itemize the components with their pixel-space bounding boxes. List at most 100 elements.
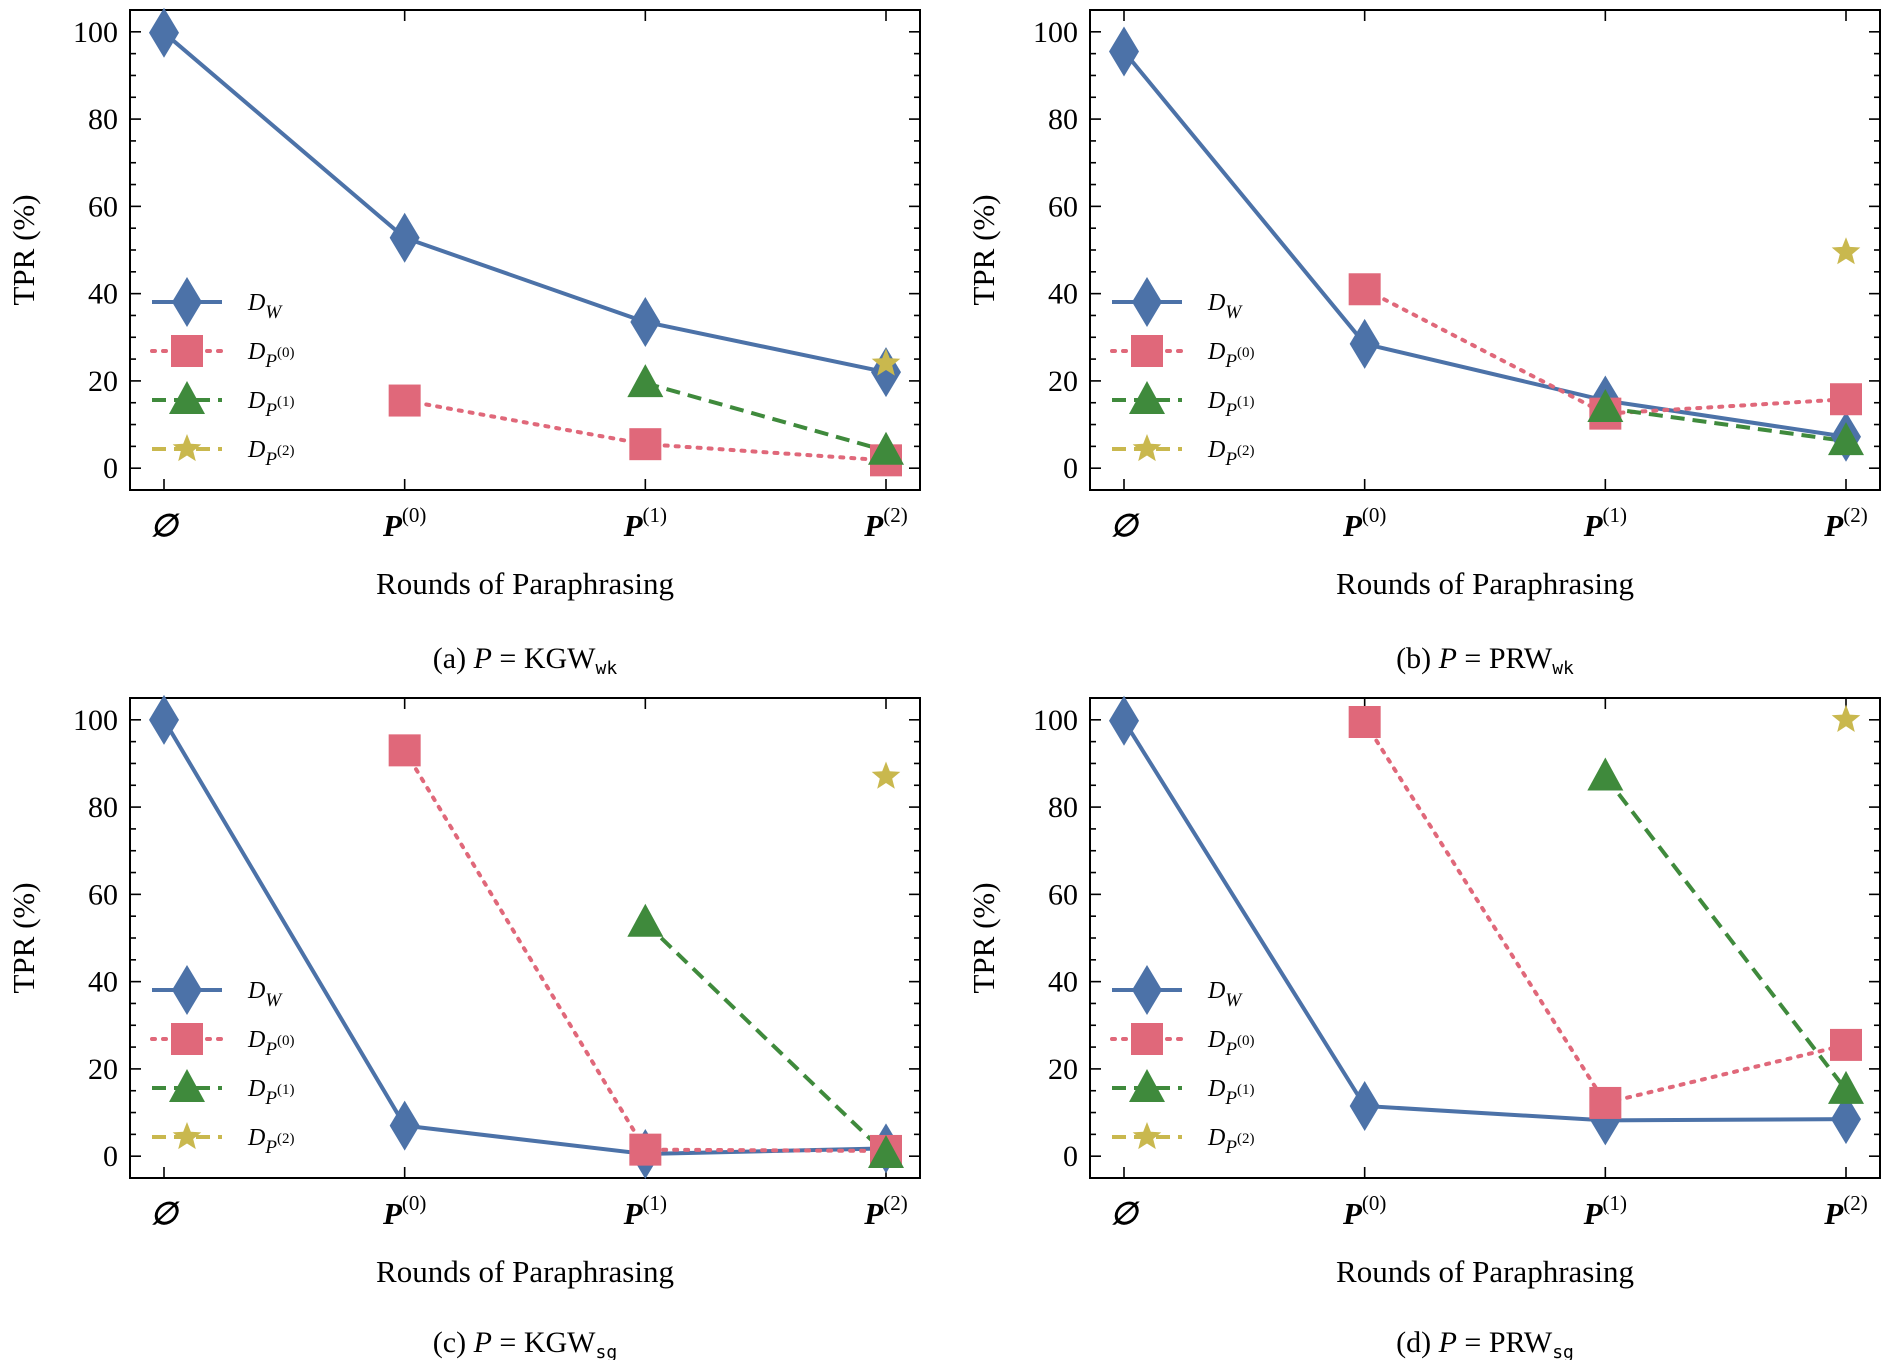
y-tick-label: 100 xyxy=(73,704,118,737)
legend-item-dp0: DP(0) xyxy=(150,1023,294,1060)
data-point-dp1 xyxy=(627,364,664,398)
x-axis-label: Rounds of Paraphrasing xyxy=(1336,1254,1634,1289)
legend-marker xyxy=(171,1023,203,1055)
x-tick-label: ∅ xyxy=(150,508,180,543)
x-tick-label: P(2) xyxy=(863,1191,907,1231)
y-tick-label: 40 xyxy=(1048,278,1078,311)
legend-label: DP(1) xyxy=(1207,388,1254,421)
panel-caption: (d) P = PRWsg xyxy=(1396,1326,1574,1360)
legend-label: DP(0) xyxy=(247,339,294,372)
y-tick-label: 80 xyxy=(1048,791,1078,824)
legend-item-dp0: DP(0) xyxy=(1110,1023,1254,1060)
panel-caption: (a) P = KGWwk xyxy=(433,642,618,679)
data-point-dp1 xyxy=(1587,757,1624,791)
y-axis-label: TPR (%) xyxy=(966,194,1001,305)
legend-marker xyxy=(169,1069,205,1102)
data-point-dp1 xyxy=(1587,388,1624,422)
x-axis-label: Rounds of Paraphrasing xyxy=(376,1254,674,1289)
series-line-dp0 xyxy=(402,748,888,1153)
x-tick-label: P(1) xyxy=(1583,1191,1627,1231)
data-point-dp2 xyxy=(871,348,901,376)
x-tick-label: P(0) xyxy=(1342,503,1386,543)
data-point-dp0 xyxy=(1589,1086,1622,1119)
legend-marker xyxy=(172,434,202,462)
legend-marker xyxy=(171,335,203,367)
y-tick-label: 60 xyxy=(88,190,118,223)
legend-label: DP(0) xyxy=(1207,1027,1254,1060)
legend-marker xyxy=(1131,335,1163,367)
series-line-dp1 xyxy=(1605,405,1847,444)
data-point-dw xyxy=(1831,1094,1861,1145)
chart-panel-a: 0 20 40 60 80 100 ∅ P(0) P(1) P(2) TPR (%) Rounds o… xyxy=(6,7,921,679)
legend: DW DP(0) DP(1) DP(2) xyxy=(1110,965,1254,1158)
series-line-dw xyxy=(1122,50,1847,439)
data-point-dp0 xyxy=(1348,273,1381,306)
x-tick-label: P(0) xyxy=(382,1191,426,1231)
legend-label: DP(1) xyxy=(247,1076,294,1109)
x-tick-label: P(1) xyxy=(623,503,667,543)
legend-label: DP(2) xyxy=(1207,1125,1254,1158)
y-tick-label: 80 xyxy=(88,791,118,824)
chart-panel-d: 0 20 40 60 80 100 ∅ P(0) P(1) P(2) TPR (%) Rounds o… xyxy=(966,695,1881,1360)
data-point-dp0 xyxy=(1830,1028,1862,1061)
data-point-dp1 xyxy=(627,903,664,937)
series-line-dw xyxy=(1122,719,1847,1123)
data-point-dw xyxy=(1349,318,1380,369)
y-tick-label: 0 xyxy=(103,1140,118,1173)
legend-marker xyxy=(1129,1069,1165,1102)
y-tick-label: 80 xyxy=(1048,103,1078,136)
y-tick-label: 80 xyxy=(88,103,118,136)
data-point-dp1 xyxy=(868,1135,904,1168)
x-tick-label: ∅ xyxy=(150,1196,180,1231)
y-axis-label: TPR (%) xyxy=(6,194,41,305)
plot-frame xyxy=(1089,697,1881,1179)
panel-caption: (b) P = PRWwk xyxy=(1396,642,1574,679)
y-tick-label: 20 xyxy=(88,1053,118,1086)
legend: DW DP(0) DP(1) DP(2) xyxy=(150,965,294,1158)
legend-label: DP(0) xyxy=(1207,339,1254,372)
legend-marker xyxy=(1132,965,1162,1015)
legend-label: DW xyxy=(1207,290,1243,323)
y-tick-label: 40 xyxy=(1048,966,1078,999)
legend-item-dw: DW xyxy=(1112,277,1243,327)
series-line-dp1 xyxy=(643,921,888,1156)
data-point-dp1 xyxy=(1828,422,1864,456)
y-axis-label: TPR (%) xyxy=(966,882,1001,993)
data-point-dp0 xyxy=(388,734,421,767)
legend-item-dp2: DP(2) xyxy=(152,1122,294,1158)
y-tick-label: 100 xyxy=(1033,16,1078,49)
data-point-dw xyxy=(1109,695,1139,746)
legend-marker xyxy=(1132,277,1162,327)
x-tick-label: P(0) xyxy=(1342,1191,1386,1231)
y-tick-label: 0 xyxy=(1063,452,1078,485)
data-point-dw xyxy=(149,694,179,745)
legend-item-dp1: DP(1) xyxy=(1112,1069,1254,1109)
data-point-dp0 xyxy=(388,384,421,417)
panel-caption: (c) P = KGWsg xyxy=(433,1326,617,1360)
legend-label: DP(0) xyxy=(247,1027,294,1060)
data-point-dp0 xyxy=(1348,706,1381,738)
chart-panel-b: 0 20 40 60 80 100 ∅ P(0) P(1) P(2) TPR (%) Rounds o… xyxy=(966,9,1881,679)
x-tick-label: P(1) xyxy=(1583,503,1627,543)
x-axis-label: Rounds of Paraphrasing xyxy=(376,566,674,601)
y-axis-label: TPR (%) xyxy=(6,882,41,993)
legend-label: DP(1) xyxy=(247,388,294,421)
legend-marker xyxy=(1131,1023,1163,1055)
plot-frame xyxy=(1089,9,1881,491)
legend-marker xyxy=(172,277,202,327)
legend-label: DP(1) xyxy=(1207,1076,1254,1109)
x-tick-label: P(2) xyxy=(1823,503,1867,543)
y-tick-label: 100 xyxy=(73,16,118,49)
y-tick-label: 20 xyxy=(88,365,118,398)
y-tick-label: 0 xyxy=(1063,1140,1078,1173)
data-point-dp2 xyxy=(871,761,901,789)
data-point-dp0 xyxy=(1830,383,1862,416)
x-tick-label: P(0) xyxy=(382,503,426,543)
y-tick-label: 60 xyxy=(88,878,118,911)
legend-marker xyxy=(1132,434,1162,462)
chart-panel-c: 0 20 40 60 80 100 ∅ P(0) P(1) P(2) TPR (%) Rounds o… xyxy=(6,694,921,1360)
data-point-dw xyxy=(389,1100,420,1151)
data-point-dw xyxy=(149,7,179,58)
data-point-dp1 xyxy=(1828,1070,1864,1104)
legend: DW DP(0) DP(1) DP(2) xyxy=(1110,277,1254,470)
